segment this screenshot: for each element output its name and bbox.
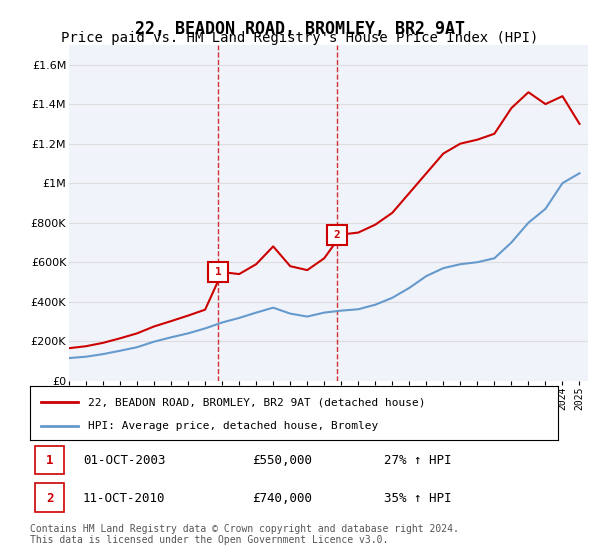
Text: 11-OCT-2010: 11-OCT-2010 [83,492,166,505]
Text: 27% ↑ HPI: 27% ↑ HPI [384,454,451,467]
FancyBboxPatch shape [35,446,64,474]
Text: 22, BEADON ROAD, BROMLEY, BR2 9AT: 22, BEADON ROAD, BROMLEY, BR2 9AT [135,20,465,38]
Text: 22, BEADON ROAD, BROMLEY, BR2 9AT (detached house): 22, BEADON ROAD, BROMLEY, BR2 9AT (detac… [88,398,425,407]
Text: HPI: Average price, detached house, Bromley: HPI: Average price, detached house, Brom… [88,421,379,431]
Text: 01-OCT-2003: 01-OCT-2003 [83,454,166,467]
Text: £740,000: £740,000 [252,492,312,505]
Text: 2: 2 [46,492,53,505]
FancyBboxPatch shape [35,483,64,512]
Text: 1: 1 [46,454,53,467]
Text: Contains HM Land Registry data © Crown copyright and database right 2024.
This d: Contains HM Land Registry data © Crown c… [30,524,459,545]
Text: 1: 1 [215,267,221,277]
Text: 2: 2 [334,230,340,240]
Text: 35% ↑ HPI: 35% ↑ HPI [384,492,451,505]
Text: Price paid vs. HM Land Registry's House Price Index (HPI): Price paid vs. HM Land Registry's House … [61,31,539,45]
Text: £550,000: £550,000 [252,454,312,467]
